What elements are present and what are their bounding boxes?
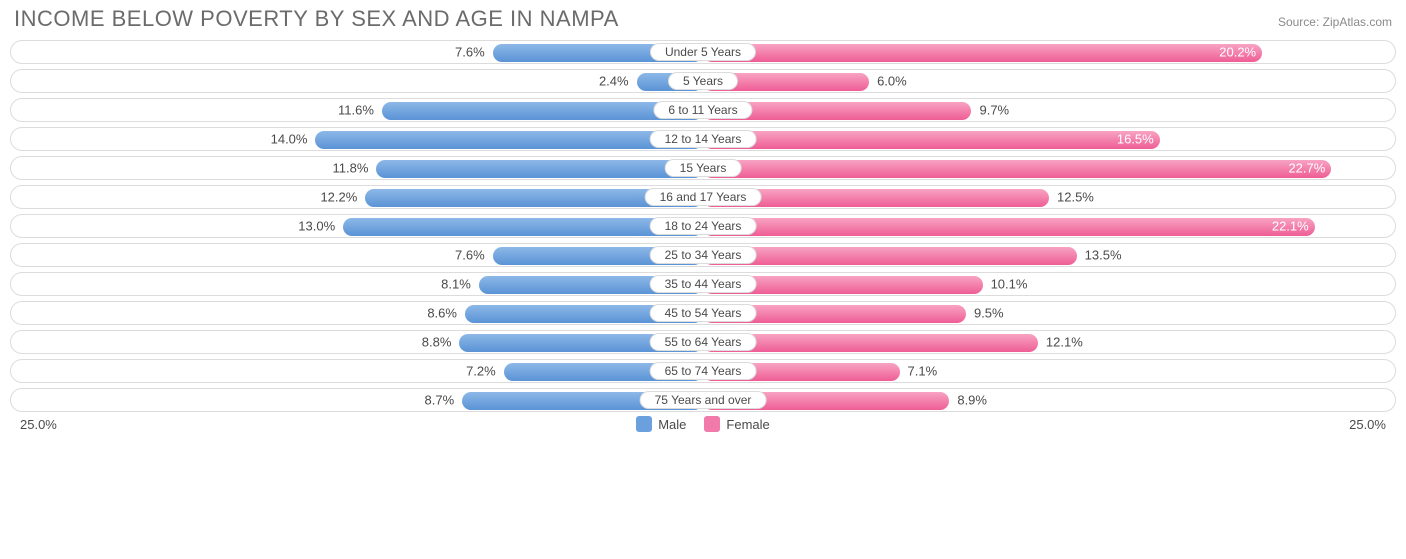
diverging-bar-chart: 7.6% 20.2% Under 5 Years 2.4% 6.0% 5 Years 11.…: [10, 40, 1396, 412]
female-value: 22.1%: [1272, 219, 1309, 234]
chart-header: INCOME BELOW POVERTY BY SEX AND AGE IN N…: [10, 6, 1396, 40]
chart-source: Source: ZipAtlas.com: [1278, 15, 1392, 29]
category-label: 5 Years: [668, 72, 738, 90]
female-value: 16.5%: [1117, 132, 1154, 147]
axis-row: 25.0% Male Female 25.0%: [10, 416, 1396, 432]
female-value: 20.2%: [1219, 45, 1256, 60]
chart-row: 8.8% 12.1% 55 to 64 Years: [10, 330, 1396, 354]
category-label: 25 to 34 Years: [650, 246, 757, 264]
category-label: 35 to 44 Years: [650, 275, 757, 293]
male-value: 8.7%: [425, 393, 455, 408]
male-value: 13.0%: [298, 219, 335, 234]
chart-row: 11.6% 9.7% 6 to 11 Years: [10, 98, 1396, 122]
chart-row: 8.7% 8.9% 75 Years and over: [10, 388, 1396, 412]
legend: Male Female: [636, 416, 770, 432]
female-bar: [703, 44, 1262, 62]
male-value: 2.4%: [599, 74, 629, 89]
chart-row: 7.6% 13.5% 25 to 34 Years: [10, 243, 1396, 267]
female-value: 8.9%: [957, 393, 987, 408]
male-value: 8.6%: [427, 306, 457, 321]
axis-max-right: 25.0%: [1349, 417, 1386, 432]
legend-female: Female: [704, 416, 769, 432]
chart-row: 14.0% 16.5% 12 to 14 Years: [10, 127, 1396, 151]
chart-row: 8.1% 10.1% 35 to 44 Years: [10, 272, 1396, 296]
female-value: 9.7%: [979, 103, 1009, 118]
chart-row: 12.2% 12.5% 16 and 17 Years: [10, 185, 1396, 209]
chart-row: 13.0% 22.1% 18 to 24 Years: [10, 214, 1396, 238]
category-label: 65 to 74 Years: [650, 362, 757, 380]
category-label: 6 to 11 Years: [653, 101, 752, 119]
chart-row: 7.2% 7.1% 65 to 74 Years: [10, 359, 1396, 383]
category-label: 16 and 17 Years: [645, 188, 762, 206]
female-value: 10.1%: [991, 277, 1028, 292]
male-bar: [376, 160, 703, 178]
legend-female-label: Female: [726, 417, 769, 432]
male-value: 11.6%: [338, 103, 374, 118]
female-bar: [703, 131, 1160, 149]
category-label: 18 to 24 Years: [650, 217, 757, 235]
category-label: 45 to 54 Years: [650, 304, 757, 322]
female-value: 22.7%: [1288, 161, 1325, 176]
category-label: 75 Years and over: [640, 391, 767, 409]
male-value: 11.8%: [332, 161, 368, 176]
chart-row: 11.8% 22.7% 15 Years: [10, 156, 1396, 180]
male-bar: [315, 131, 703, 149]
category-label: Under 5 Years: [650, 43, 756, 61]
female-bar: [703, 160, 1331, 178]
female-value: 12.1%: [1046, 335, 1083, 350]
legend-male-label: Male: [658, 417, 686, 432]
male-value: 12.2%: [320, 190, 357, 205]
category-label: 12 to 14 Years: [650, 130, 757, 148]
male-value: 7.6%: [455, 45, 485, 60]
male-value: 8.8%: [422, 335, 452, 350]
female-bar: [703, 247, 1077, 265]
chart-title: INCOME BELOW POVERTY BY SEX AND AGE IN N…: [14, 6, 619, 32]
chart-row: 2.4% 6.0% 5 Years: [10, 69, 1396, 93]
female-value: 12.5%: [1057, 190, 1094, 205]
male-value: 7.2%: [466, 364, 496, 379]
female-value: 9.5%: [974, 306, 1004, 321]
legend-male: Male: [636, 416, 686, 432]
male-value: 14.0%: [271, 132, 308, 147]
legend-female-swatch: [704, 416, 720, 432]
category-label: 15 Years: [665, 159, 742, 177]
legend-male-swatch: [636, 416, 652, 432]
female-value: 13.5%: [1085, 248, 1122, 263]
female-bar: [703, 218, 1315, 236]
axis-max-left: 25.0%: [20, 417, 57, 432]
female-value: 7.1%: [908, 364, 938, 379]
female-value: 6.0%: [877, 74, 907, 89]
chart-row: 8.6% 9.5% 45 to 54 Years: [10, 301, 1396, 325]
male-value: 8.1%: [441, 277, 471, 292]
category-label: 55 to 64 Years: [650, 333, 757, 351]
chart-row: 7.6% 20.2% Under 5 Years: [10, 40, 1396, 64]
male-value: 7.6%: [455, 248, 485, 263]
